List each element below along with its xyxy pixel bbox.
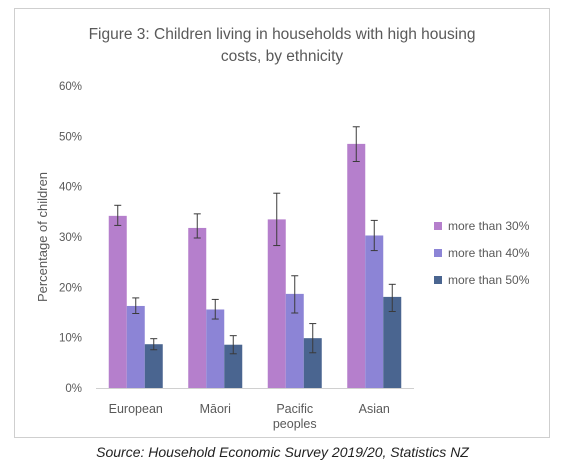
bar	[267, 219, 286, 388]
bar	[188, 227, 207, 388]
bar	[383, 296, 402, 388]
bar	[365, 235, 384, 388]
bar	[347, 143, 366, 388]
bar	[303, 338, 322, 388]
legend-label: more than 50%	[448, 273, 530, 287]
legend-swatch	[434, 276, 442, 284]
legend-label: more than 40%	[448, 246, 530, 260]
x-tick-label: peoples	[273, 417, 317, 431]
bar	[144, 344, 163, 388]
y-tick-label: 0%	[65, 383, 82, 395]
y-tick-label: 20%	[59, 282, 82, 294]
legend-label: more than 30%	[448, 219, 530, 233]
legend-swatch	[434, 222, 442, 230]
y-tick-label: 30%	[59, 232, 82, 244]
chart-title-line: Figure 3: Children living in households …	[89, 26, 476, 43]
y-tick-label: 50%	[59, 131, 82, 143]
x-tick-label: Asian	[359, 402, 390, 416]
legend-swatch	[434, 249, 442, 257]
x-tick-label: Māori	[200, 402, 231, 416]
y-axis-label: Percentage of children	[35, 172, 50, 302]
bar	[126, 305, 145, 388]
y-tick-label: 40%	[59, 182, 82, 194]
bar	[206, 309, 225, 388]
bar	[108, 215, 127, 388]
bar	[285, 293, 304, 388]
chart-title-line: costs, by ethnicity	[221, 48, 344, 65]
bar	[224, 344, 243, 388]
y-tick-label: 60%	[59, 81, 82, 93]
bar-chart: Figure 3: Children living in households …	[35, 26, 530, 431]
x-tick-label: Pacific	[276, 402, 313, 416]
x-tick-label: European	[109, 402, 163, 416]
source-note: Source: Household Economic Survey 2019/2…	[96, 444, 469, 460]
y-tick-label: 10%	[59, 333, 82, 345]
